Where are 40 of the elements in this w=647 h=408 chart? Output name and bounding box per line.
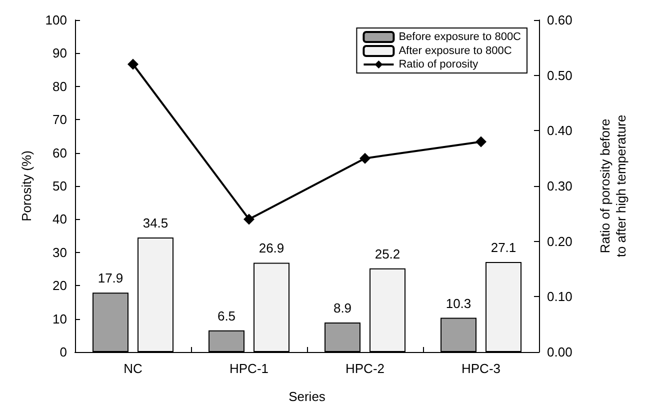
x-tick-label: NC	[124, 361, 142, 376]
y2-axis-title: Ratio of porosity before to after high temperature	[598, 114, 628, 258]
data-label: 27.1	[490, 240, 516, 256]
y2-tick-label: 0.60	[547, 12, 572, 28]
y2-tick-label: 0.10	[547, 289, 572, 304]
y2-tick-label: 0.00	[547, 344, 572, 360]
y2-tick-label: 0.30	[547, 178, 572, 194]
y-tick-label: 60	[52, 145, 67, 160]
legend-label: After exposure to 800C	[398, 45, 512, 57]
point	[476, 136, 486, 148]
data-label: 25.2	[374, 246, 400, 262]
point	[360, 152, 370, 164]
y-tick-label: 10	[52, 311, 67, 326]
y-tick-label: 90	[52, 46, 67, 61]
data-label: 6.5	[217, 308, 236, 324]
y2-tick-label: 0.20	[547, 234, 572, 249]
data-label: 10.3	[446, 296, 472, 311]
y-tick-label: 30	[52, 244, 67, 260]
y-tick-label: 70	[52, 112, 67, 128]
point	[244, 214, 254, 225]
y-tick-label: 100	[45, 12, 67, 28]
y-tick-label: 50	[52, 178, 67, 194]
y-axis-title: Porosity (%)	[18, 150, 34, 222]
y-tick-label: 20	[52, 278, 67, 294]
y-tick-label: 40	[52, 212, 67, 227]
data-label: 26.9	[258, 240, 284, 256]
y-tick-label: 0	[60, 344, 67, 360]
legend-label: Ratio of porosity	[398, 58, 479, 70]
legend-label: Before exposure to 800C	[398, 31, 522, 43]
y-tick-label: 80	[52, 78, 67, 94]
y2-tick-label: 0.40	[547, 123, 572, 138]
x-tick-label: HPC-3	[461, 361, 501, 376]
data-label: 17.9	[98, 270, 124, 286]
y2-tick-label: 0.50	[547, 68, 572, 83]
data-label: 8.9	[333, 300, 352, 316]
x-tick-label: HPC-2	[345, 361, 385, 376]
x-axis-title: Series	[288, 389, 326, 404]
point	[128, 58, 138, 70]
x-tick-label: HPC-1	[229, 361, 269, 376]
data-label: 34.5	[142, 215, 168, 230]
